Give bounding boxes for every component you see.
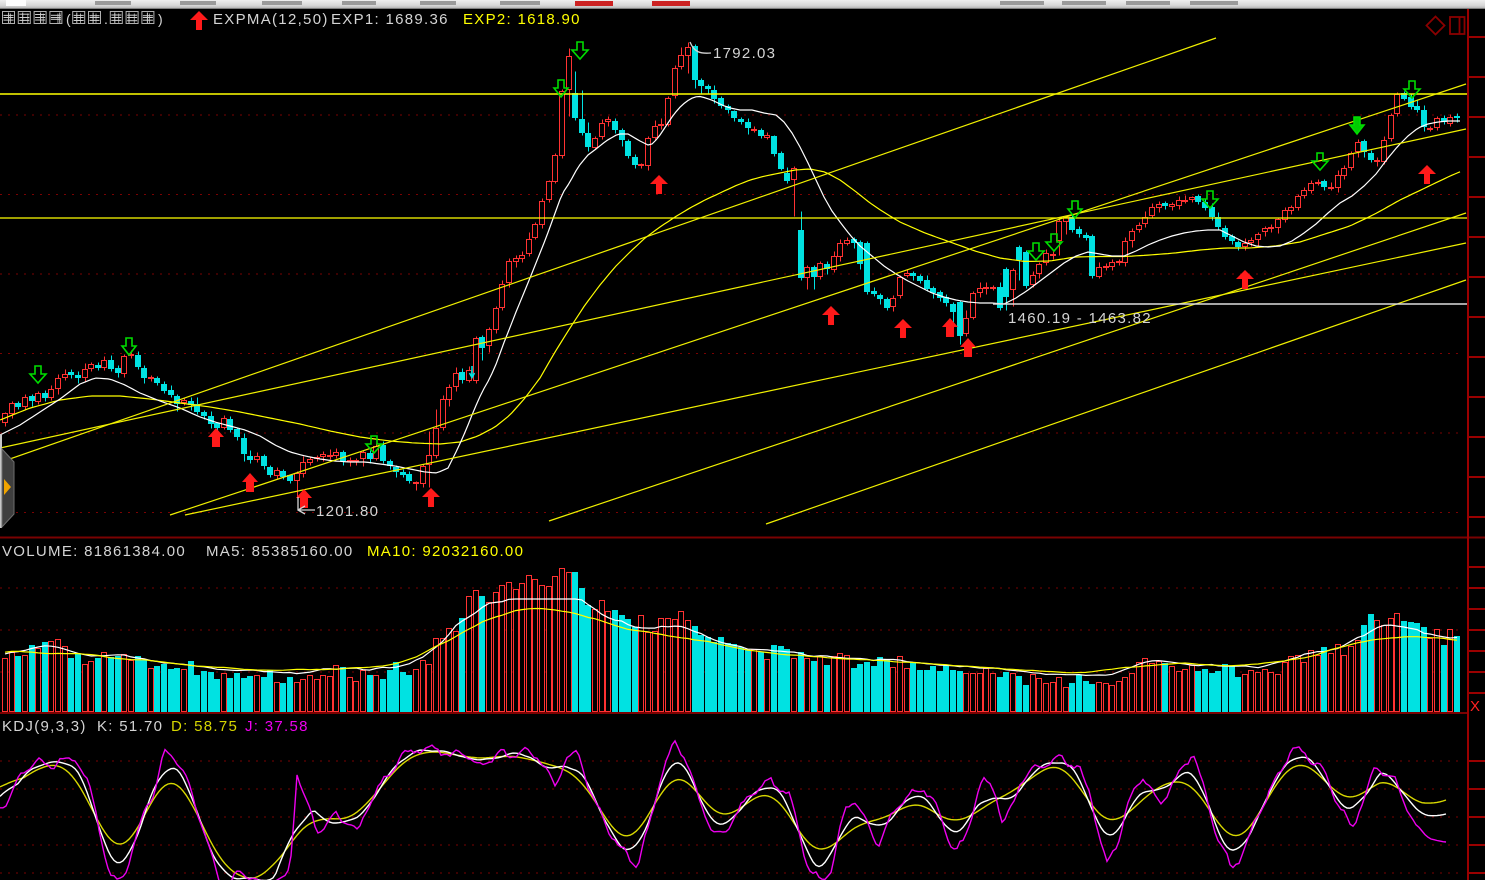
svg-text:EXP1: 1689.36: EXP1: 1689.36 — [331, 11, 449, 28]
svg-text:(: ( — [66, 11, 72, 27]
svg-text:MA5: 85385160.00: MA5: 85385160.00 — [206, 543, 354, 560]
svg-text:MA10: 92032160.00: MA10: 92032160.00 — [367, 543, 524, 560]
svg-text:X: X — [1470, 698, 1481, 715]
svg-text:KDJ(9,3,3): KDJ(9,3,3) — [2, 718, 87, 735]
svg-text:EXP2: 1618.90: EXP2: 1618.90 — [463, 11, 581, 28]
svg-text:): ) — [158, 11, 164, 27]
svg-text:EXPMA(12,50): EXPMA(12,50) — [213, 11, 329, 28]
svg-text:D: 58.75: D: 58.75 — [171, 718, 238, 735]
svg-text:1460.19 - 1463.82: 1460.19 - 1463.82 — [1008, 310, 1152, 327]
svg-text:J: 37.58: J: 37.58 — [245, 718, 309, 735]
svg-text:1201.80: 1201.80 — [316, 503, 379, 520]
svg-text:.: . — [104, 11, 109, 27]
svg-text:VOLUME: 81861384.00: VOLUME: 81861384.00 — [2, 543, 186, 560]
svg-text:K: 51.70: K: 51.70 — [97, 718, 163, 735]
svg-text:1792.03: 1792.03 — [713, 45, 776, 62]
